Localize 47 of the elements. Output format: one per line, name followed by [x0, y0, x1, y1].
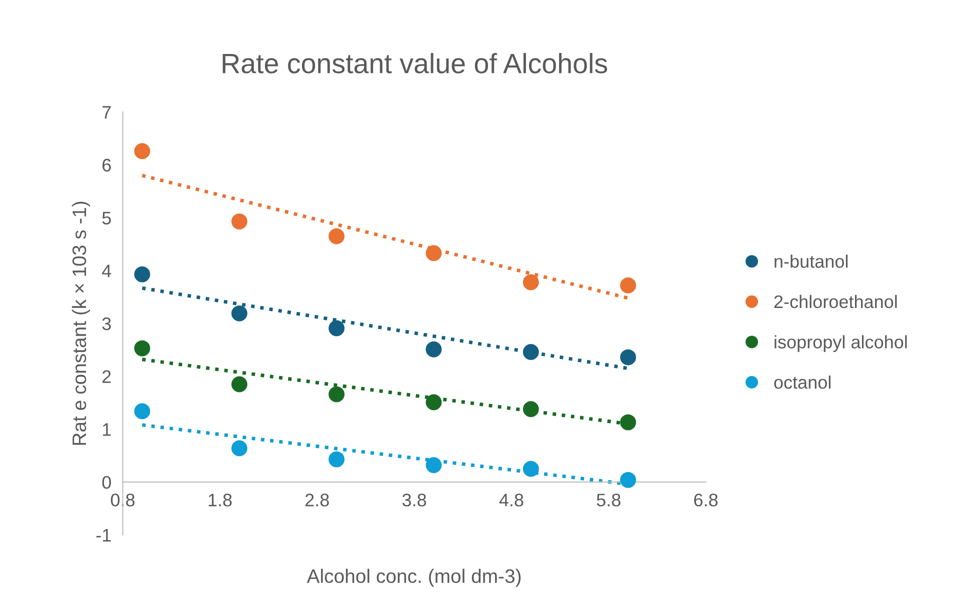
point [231, 213, 248, 230]
legend-label: octanol [774, 376, 830, 389]
point [620, 472, 636, 488]
point [328, 228, 345, 244]
y-tick-label: -1 [96, 529, 111, 542]
y-tick-label: 3 [102, 317, 111, 330]
point [522, 274, 539, 290]
chart-title: Rate constant value of Alcohols [222, 52, 608, 74]
point [328, 320, 345, 336]
legend-label: isopropyl alcohol [774, 335, 907, 352]
point [134, 143, 150, 160]
point [328, 451, 345, 468]
y-tick-label: 0 [102, 476, 111, 489]
x-tick-label: 2.8 [305, 494, 329, 506]
point [426, 394, 442, 410]
x-tick-label: 5.8 [596, 494, 620, 506]
y-tick-label: 1 [102, 423, 111, 436]
y-tick-label: 7 [102, 106, 111, 119]
x-axis-title: Alcohol conc. (mol dm-3) [306, 568, 521, 587]
legend-label: n-butanol [774, 254, 848, 268]
y-tick-label: 4 [102, 264, 112, 278]
x-tick-label: 0.8 [110, 494, 135, 506]
point [620, 349, 636, 366]
point [426, 341, 442, 358]
y-tick-label: 6 [102, 158, 111, 172]
point [231, 376, 248, 392]
point [328, 386, 345, 402]
point [522, 460, 539, 477]
point [426, 457, 442, 474]
x-tick-label: 6.8 [694, 494, 718, 506]
point [134, 266, 150, 282]
point [522, 344, 539, 360]
x-tick-label: 1.8 [208, 494, 232, 506]
y-tick-label: 2 [102, 370, 111, 383]
point [134, 403, 150, 420]
x-tick-label: 4.8 [499, 494, 524, 506]
point [231, 440, 248, 456]
y-axis-title: Rat e constant (k × 103 s -1) [72, 202, 90, 445]
x-tick-label: 3.8 [402, 494, 426, 506]
point [231, 305, 248, 322]
point [620, 414, 636, 430]
point [522, 401, 539, 418]
point [426, 245, 442, 262]
y-tick-label: 5 [102, 212, 111, 224]
point [134, 340, 150, 356]
legend-label: 2-chloroethanol [774, 294, 897, 308]
point [620, 277, 636, 294]
